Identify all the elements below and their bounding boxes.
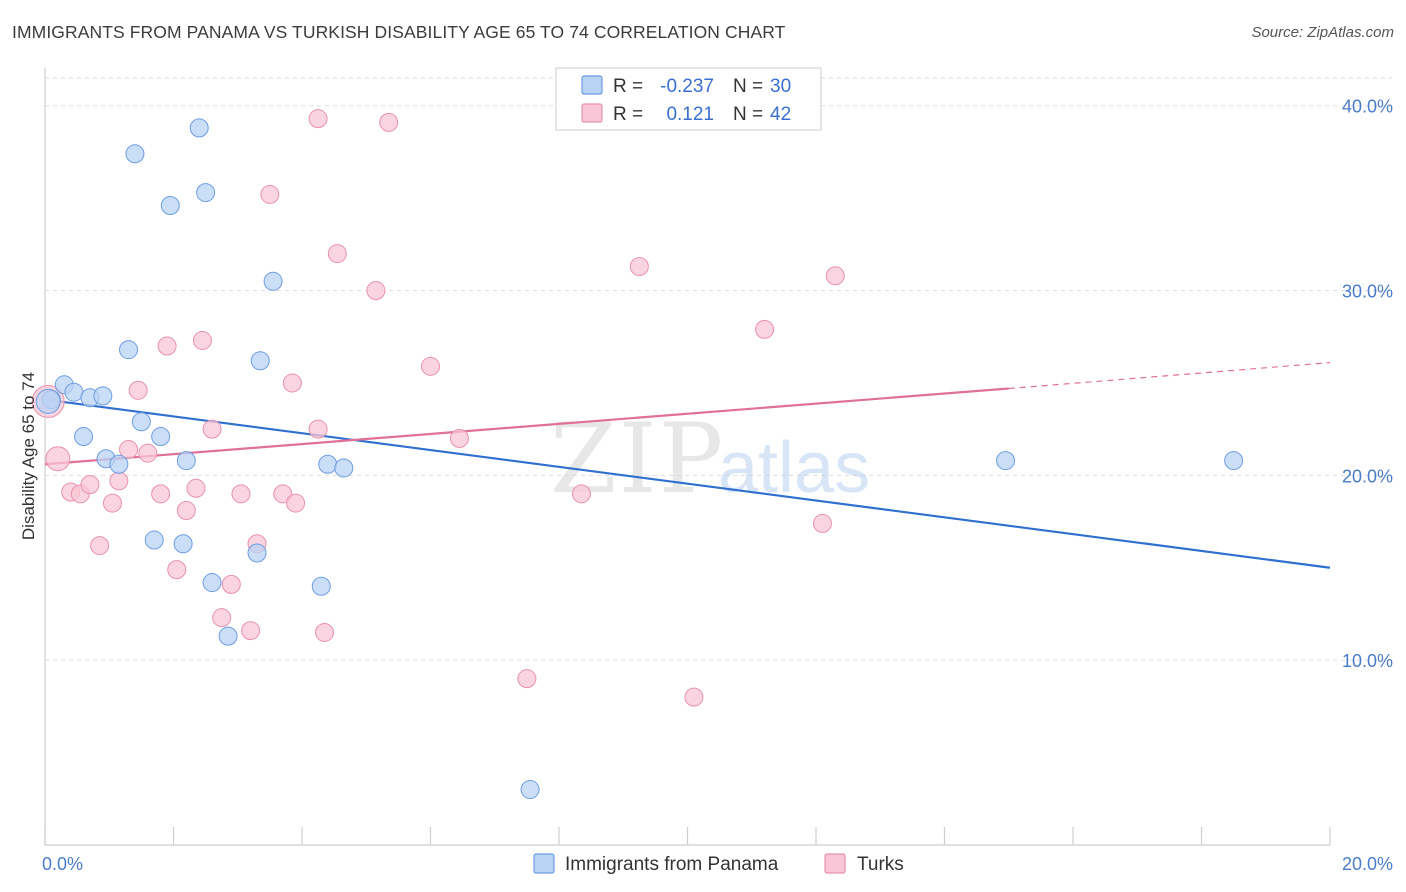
data-point-turks	[241, 621, 261, 641]
legend-r-label-panama: R =	[613, 76, 643, 97]
axes	[44, 68, 1331, 846]
data-point-panama	[151, 427, 171, 447]
data-point-turks	[102, 493, 122, 513]
trend-line-turks	[44, 387, 1009, 466]
data-point-panama	[1224, 451, 1244, 471]
legend: R = -0.237 N = 30 R = 0.121 N = 42	[555, 67, 822, 131]
bottom-legend-label-turks: Turks	[857, 854, 904, 875]
data-point-turks	[119, 439, 139, 459]
tick-labels: 10.0% 20.0% 30.0% 40.0% 0.0% 20.0%	[42, 97, 1393, 874]
trend-lines	[44, 362, 1331, 569]
data-point-turks	[167, 560, 187, 580]
data-point-turks	[286, 493, 306, 513]
data-point-turks	[314, 622, 334, 642]
legend-n-value-panama: 30	[770, 76, 791, 97]
series-panama	[35, 118, 1244, 800]
bottom-legend-swatch-panama	[533, 853, 555, 874]
grid-lines	[45, 77, 1392, 661]
chart-title: IMMIGRANTS FROM PANAMA VS TURKISH DISABI…	[12, 22, 786, 42]
source-label: Source: ZipAtlas.com	[1251, 24, 1394, 41]
data-point-turks	[202, 419, 222, 439]
data-point-turks	[327, 244, 347, 264]
data-point-panama	[93, 386, 113, 406]
data-point-turks	[138, 443, 158, 463]
data-point-turks	[151, 484, 171, 504]
data-point-turks	[366, 281, 386, 301]
data-point-turks	[192, 330, 212, 350]
x-tick-label: 20.0%	[1342, 854, 1393, 874]
data-point-turks	[812, 513, 832, 533]
data-point-turks	[308, 419, 328, 439]
data-point-panama	[144, 530, 164, 550]
data-point-panama	[189, 118, 209, 138]
data-point-panama	[196, 183, 216, 203]
data-point-turks	[449, 428, 469, 448]
y-tick-label: 40.0%	[1342, 97, 1393, 117]
data-point-turks	[90, 536, 110, 556]
data-point-panama	[64, 382, 84, 402]
legend-swatch-turks	[581, 103, 603, 123]
legend-n-value-turks: 42	[770, 104, 791, 125]
data-point-panama	[311, 576, 331, 596]
data-point-panama	[125, 144, 145, 164]
legend-r-value-panama: -0.237	[660, 76, 714, 97]
data-point-panama	[74, 427, 94, 447]
data-point-turks	[231, 484, 251, 504]
data-point-panama	[263, 271, 283, 291]
data-point-turks	[421, 356, 440, 376]
trend-line-turks-extension	[1008, 362, 1331, 390]
watermark-atlas: atlas	[718, 428, 870, 508]
data-point-turks	[571, 484, 591, 504]
data-point-turks	[273, 484, 293, 504]
data-point-turks	[755, 319, 775, 339]
data-point-panama	[119, 340, 139, 360]
data-point-turks	[186, 478, 206, 498]
data-point-panama	[520, 780, 540, 800]
data-point-turks	[379, 112, 399, 132]
data-point-turks	[260, 184, 280, 204]
bottom-legend-swatch-turks	[824, 853, 846, 874]
bottom-legend: Immigrants from Panama Turks	[533, 853, 904, 875]
data-point-turks	[45, 446, 71, 472]
data-point-turks	[109, 471, 129, 491]
trend-line-panama	[44, 398, 1331, 569]
y-tick-label: 30.0%	[1342, 282, 1393, 302]
legend-r-label-turks: R =	[613, 104, 643, 125]
data-point-panama	[176, 451, 196, 471]
data-point-turks	[128, 380, 148, 400]
data-point-turks	[517, 669, 537, 689]
data-point-panama	[173, 534, 193, 554]
data-point-panama	[334, 458, 354, 478]
y-axis-title: Disability Age 65 to 74	[19, 372, 38, 540]
data-point-turks	[308, 109, 328, 129]
legend-n-label-panama: N =	[733, 76, 763, 97]
data-point-turks	[825, 266, 845, 286]
data-point-panama	[131, 412, 151, 432]
data-point-turks	[282, 373, 302, 393]
data-point-turks	[684, 687, 704, 707]
y-tick-label: 10.0%	[1342, 651, 1393, 671]
legend-n-label-turks: N =	[733, 104, 763, 125]
data-point-panama	[160, 196, 180, 216]
data-point-panama	[247, 543, 267, 563]
data-point-turks	[629, 257, 649, 277]
bottom-legend-label-panama: Immigrants from Panama	[565, 854, 779, 875]
data-point-panama	[109, 454, 129, 474]
data-point-turks	[212, 608, 232, 628]
data-point-panama	[35, 388, 61, 414]
x-tick-label: 0.0%	[42, 854, 83, 874]
data-point-panama	[250, 351, 270, 371]
data-point-turks	[80, 475, 100, 495]
legend-r-value-turks: 0.121	[666, 104, 714, 125]
data-point-panama	[318, 454, 338, 474]
data-point-turks	[176, 500, 196, 520]
legend-swatch-panama	[581, 75, 603, 95]
data-point-turks	[157, 336, 177, 356]
data-point-panama	[996, 451, 1016, 471]
data-point-panama	[202, 573, 222, 593]
y-tick-label: 20.0%	[1342, 466, 1393, 486]
data-point-panama	[218, 626, 238, 646]
data-point-turks	[221, 574, 241, 594]
